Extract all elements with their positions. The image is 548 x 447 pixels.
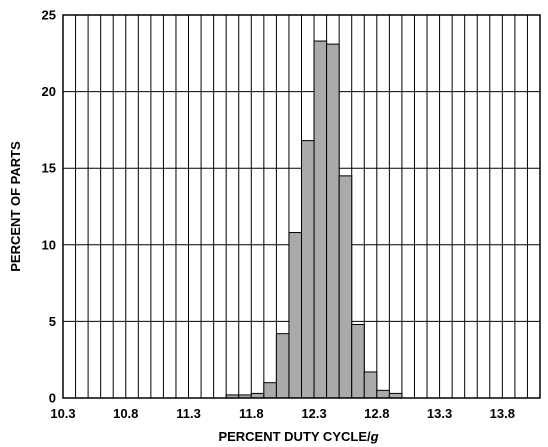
histogram-bar xyxy=(363,371,378,399)
x-tick-labels: 10.3 10.8 11.3 11.8 12.3 12.8 13.3 13.8 xyxy=(50,406,515,421)
y-tick-labels: 0 5 10 15 20 25 xyxy=(42,8,56,406)
y-tick-label: 15 xyxy=(42,161,56,176)
histogram-bar xyxy=(313,40,328,399)
histogram-bar xyxy=(263,382,277,399)
y-axis-title: PERCENT OF PARTS xyxy=(8,141,23,272)
histogram-bar xyxy=(351,323,365,399)
histogram-bar xyxy=(288,232,302,399)
histogram-bar xyxy=(376,389,390,399)
plot-frame xyxy=(62,14,541,399)
y-tick-label: 10 xyxy=(42,237,56,252)
histogram-bar xyxy=(275,333,290,399)
y-tick-label: 0 xyxy=(49,391,56,406)
bars xyxy=(225,40,403,399)
x-axis-title-g: g xyxy=(370,429,379,444)
x-axis-title: PERCENT DUTY CYCLE/g xyxy=(218,429,378,444)
x-tick-label: 11.8 xyxy=(239,406,264,421)
y-tick-label: 5 xyxy=(49,314,56,329)
x-tick-label: 13.8 xyxy=(490,406,515,421)
x-axis-title-main: PERCENT DUTY CYCLE/ xyxy=(218,429,371,444)
x-tick-label: 12.8 xyxy=(364,406,389,421)
histogram-bar xyxy=(301,140,315,399)
x-tick-label: 11.3 xyxy=(176,406,201,421)
histogram-bar xyxy=(326,43,340,399)
histogram-bar xyxy=(338,175,353,399)
y-tick-label: 20 xyxy=(42,84,56,99)
x-tick-label: 13.3 xyxy=(427,406,452,421)
x-tick-label: 10.8 xyxy=(113,406,138,421)
y-tick-label: 25 xyxy=(42,8,56,23)
x-tick-label: 12.3 xyxy=(301,406,326,421)
x-tick-label: 10.3 xyxy=(50,406,75,421)
